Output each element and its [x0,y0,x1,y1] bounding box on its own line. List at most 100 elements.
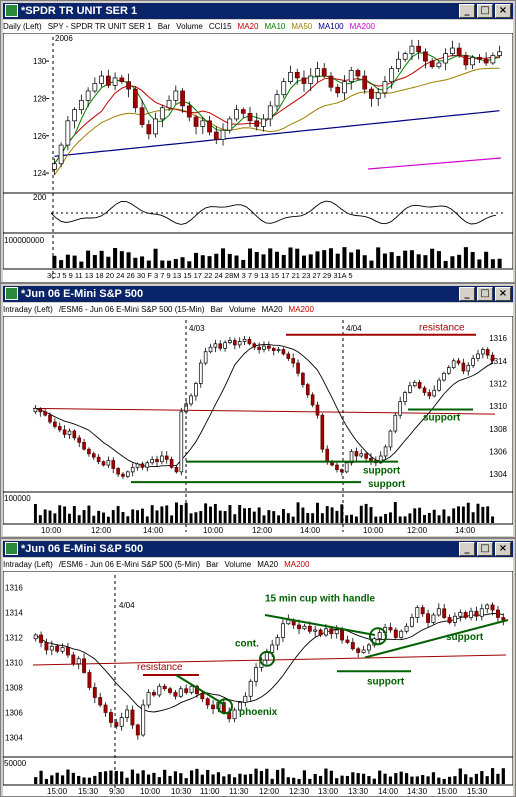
minimize-button[interactable]: _ [459,542,475,556]
intraday-candle [315,404,320,416]
volume-bar [359,505,363,523]
volume-bar [471,512,475,523]
ma100-line [54,110,500,157]
daily-candle [409,45,415,55]
info-item: MA50 [291,22,313,31]
intraday-candle [296,362,300,374]
volume-bar [340,504,344,523]
volume-bar [277,515,281,523]
volume-bar [463,247,468,268]
volume-bar [179,504,183,523]
intraday-candle [398,401,402,416]
x-tick-label: 10:00 [363,526,384,535]
intraday-candle [211,704,216,710]
x-tick-label: 14:00 [378,787,399,796]
intraday-candle [334,629,339,635]
volume-bar [430,248,435,268]
ma200-line [32,407,496,415]
daily-candle [220,129,226,140]
intraday-candle [432,389,437,397]
volume-bar [432,509,436,523]
window-title: *Jun 06 E-Mini S&P 500 [21,543,144,555]
intraday-candle [393,414,398,432]
continuation-circle [259,650,275,667]
daily-candle [288,71,293,82]
intraday-candle [257,346,261,350]
intraday-candle [213,343,218,348]
maximize-button[interactable]: □ [477,287,493,301]
y-tick-label: 1314 [489,357,507,366]
x-tick-label: 13:00 [318,787,339,796]
info-item: MA200 [349,22,375,31]
daily-candle [463,55,469,66]
volume-bar [416,254,421,268]
volume-bar [328,248,333,268]
support-label: support [368,479,406,490]
intraday-candle [223,342,227,349]
trendline [175,674,226,706]
intraday-candle [490,354,495,362]
intraday-candle [485,349,490,356]
intraday-candle [329,628,334,635]
info-item: MA100 [318,22,344,31]
daily-candle [112,77,118,86]
intraday-candle [106,460,111,466]
volume-bar [165,505,169,523]
volume-bar [398,516,402,523]
intraday-candle [189,395,193,405]
volume-bar [249,773,253,784]
close-button[interactable]: × [495,287,511,301]
intraday-candle [48,414,52,423]
title-bar[interactable]: *SPDR TR UNIT SER 1 _ □ × [3,3,513,19]
minimize-button[interactable]: _ [459,4,475,18]
volume-bar [72,255,77,268]
volume-bar [335,778,339,784]
daily-chart[interactable]: 124 126 128 130 2006 200 100000000 3CJ 5 9 11 1… [3,33,513,282]
maximize-button[interactable]: □ [477,542,493,556]
intraday-candle [345,639,350,643]
cup-handle-circle [369,627,387,646]
close-button[interactable]: × [495,4,511,18]
intraday-candle [174,466,179,473]
close-button[interactable]: × [495,542,511,556]
intraday-candle [318,629,323,636]
intraday-candle [388,430,393,448]
volume-bar [103,771,108,784]
volume-bar [296,502,300,523]
intraday-candle [422,387,427,393]
intraday-candle [237,341,242,346]
daily-candle [375,92,381,99]
daily-candle [159,107,165,120]
intraday-candle [409,617,414,627]
minimize-button[interactable]: _ [459,287,475,301]
intraday-candle [130,709,135,726]
x-tick-label: 11:30 [229,787,249,796]
intraday-candle [431,614,436,623]
daily-candle [335,86,341,94]
title-bar[interactable]: *Jun 06 E-Mini S&P 500 _ □ × [3,286,513,302]
volume-bar [93,775,97,784]
title-bar[interactable]: *Jun 06 E-Mini S&P 500 _ □ × [3,541,513,557]
info-item: /ESM6 - Jun 06 E-Mini S&P 500 (15-Min) [58,305,205,314]
daily-candle [85,90,91,101]
intraday-candle [479,608,484,617]
info-item: MA10 [264,22,286,31]
chart-info-bar: Intraday (Left) /ESM6 - Jun 06 E-Mini S&P… [3,558,513,571]
volume-bar [452,508,456,523]
intraday-candle [242,338,247,342]
volume-bar [329,770,333,784]
volume-bar [170,515,174,523]
intraday-15min-chart[interactable]: 1304 1306 1308 1310 1312 1314 1316 4/03 4/04 resi… [3,316,513,536]
volume-bar [379,516,383,523]
daily-candle [78,99,84,110]
maximize-button[interactable]: □ [477,4,493,18]
intraday-candle [481,349,485,355]
intraday-5min-chart[interactable]: 1304 1306 1308 1310 1312 1314 1316 4/04 resistan… [3,571,513,796]
intraday-candle [194,685,199,695]
intraday-candle [254,667,259,682]
volume-bar [160,506,164,523]
intraday-candle [111,460,116,469]
volume-bar [44,778,49,784]
daily-candle [308,75,314,84]
intraday-candle [446,367,451,374]
